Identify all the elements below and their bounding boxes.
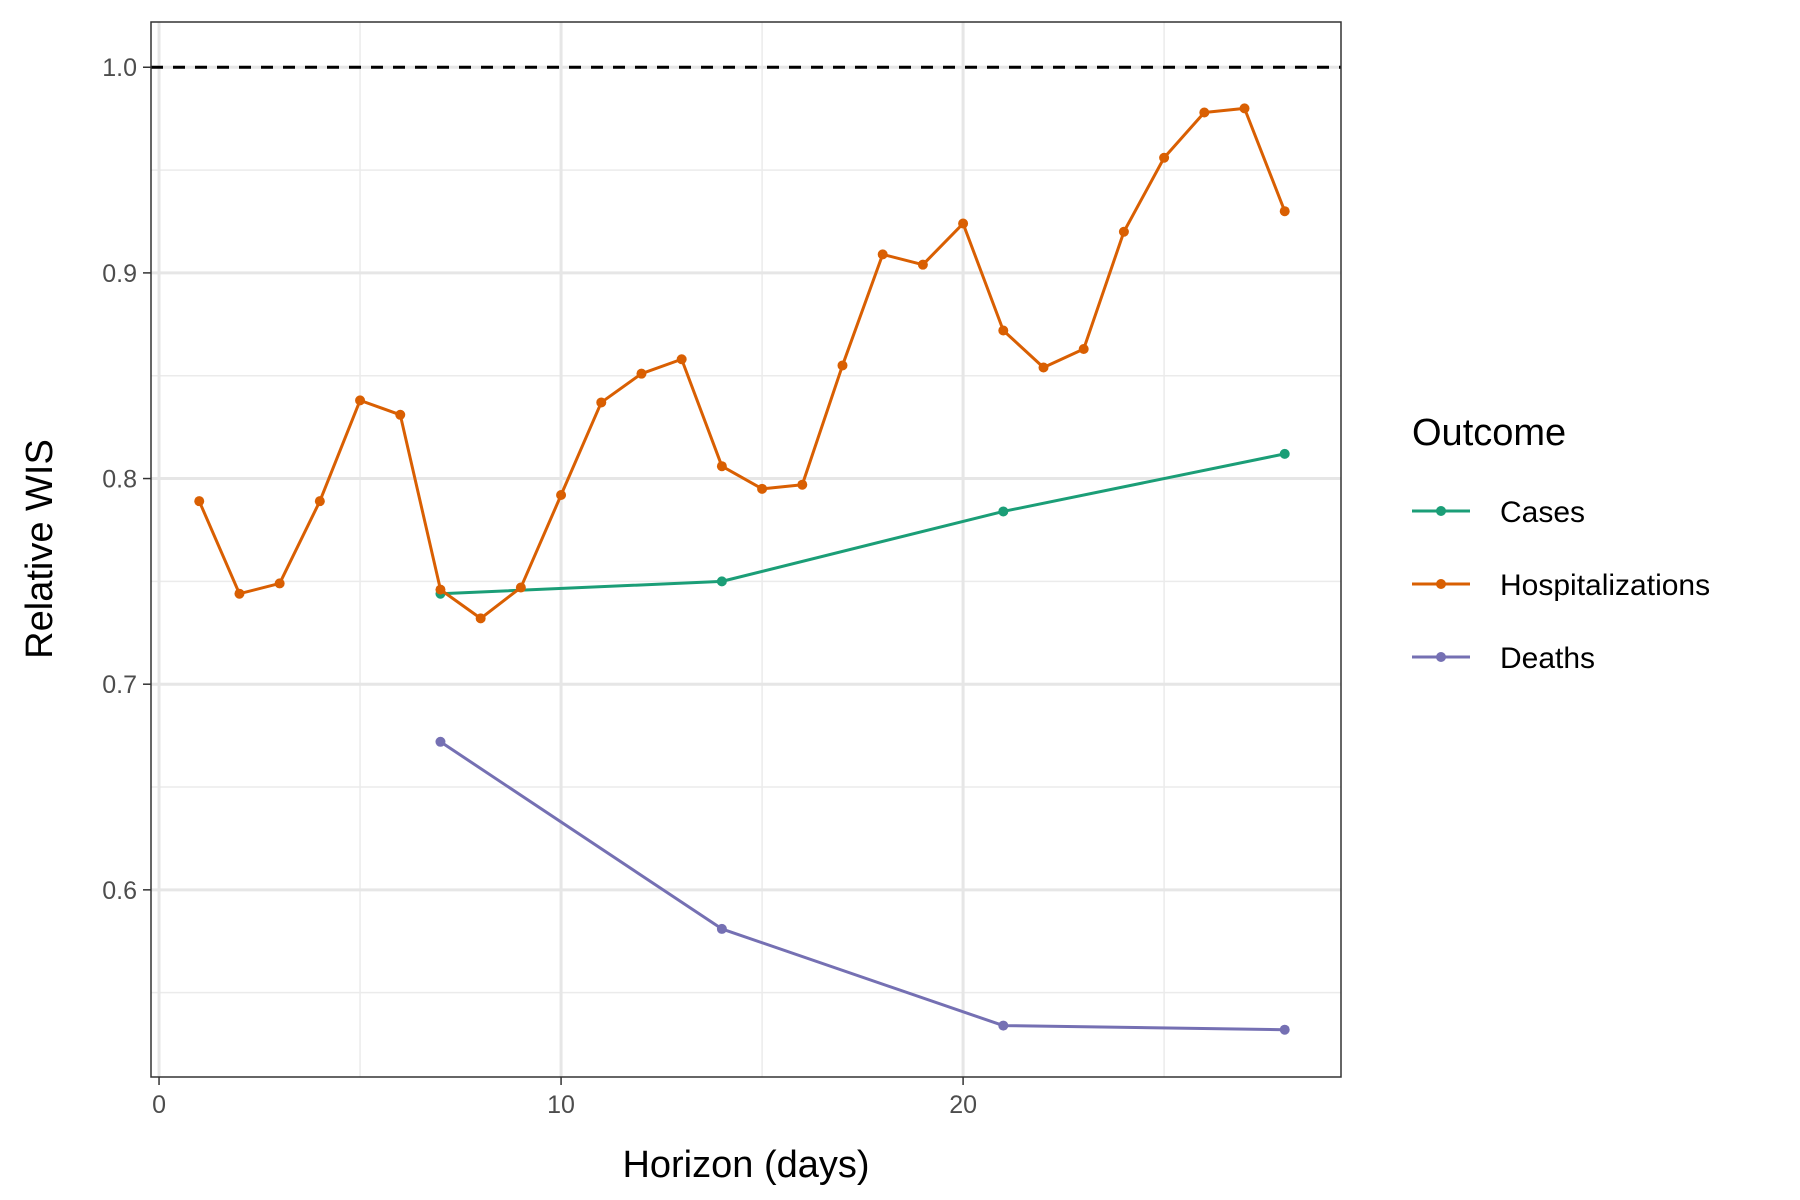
data-point-hospitalizations	[837, 360, 848, 371]
data-point-hospitalizations	[1159, 152, 1170, 163]
series-hospitalizations	[194, 103, 1290, 624]
data-point-hospitalizations	[1118, 226, 1129, 237]
data-point-hospitalizations	[194, 496, 205, 507]
data-point-hospitalizations	[274, 578, 285, 589]
data-point-hospitalizations	[1279, 206, 1290, 217]
legend-key-point	[1436, 506, 1446, 516]
data-point-deaths	[435, 736, 446, 747]
data-point-hospitalizations	[757, 483, 768, 494]
series-line-cases	[440, 452, 1286, 596]
legend-key-point	[1436, 652, 1446, 662]
y-tick-label: 0.9	[102, 260, 137, 288]
x-tick-label: 10	[547, 1091, 575, 1119]
data-point-cases	[1279, 448, 1290, 459]
y-tick-label: 0.7	[102, 671, 137, 699]
legend-label: Cases	[1500, 496, 1585, 529]
data-point-hospitalizations	[716, 461, 727, 472]
x-axis-title: Horizon (days)	[622, 1144, 869, 1186]
data-point-hospitalizations	[395, 409, 406, 420]
data-point-deaths	[998, 1020, 1009, 1031]
data-point-cases	[716, 576, 727, 587]
series-deaths	[435, 736, 1290, 1035]
series-line-hospitalizations	[197, 106, 1287, 620]
legend-title: Outcome	[1412, 412, 1566, 454]
data-point-hospitalizations	[234, 588, 245, 599]
x-tick-label: 20	[949, 1091, 977, 1119]
y-axis-ticks: 0.6 0.7 0.8 0.9 1.0	[102, 54, 151, 905]
x-axis-ticks: 0 10 20	[152, 1077, 977, 1119]
legend-item-cases: Cases	[1412, 496, 1585, 529]
x-tick-label: 0	[152, 1091, 166, 1119]
legend-label: Deaths	[1500, 642, 1595, 675]
data-point-hospitalizations	[475, 613, 486, 624]
y-tick-label: 0.6	[102, 877, 137, 905]
legend-item-hospitalizations: Hospitalizations	[1412, 569, 1710, 602]
data-point-hospitalizations	[797, 479, 808, 490]
data-point-hospitalizations	[1038, 362, 1049, 373]
data-point-hospitalizations	[596, 397, 607, 408]
data-point-hospitalizations	[676, 354, 687, 365]
y-tick-label: 1.0	[102, 54, 137, 82]
data-point-deaths	[1279, 1024, 1290, 1035]
series-line-deaths	[439, 740, 1285, 1032]
data-point-hospitalizations	[515, 582, 526, 593]
plot-panel	[151, 22, 1341, 1077]
data-point-hospitalizations	[1078, 343, 1089, 354]
y-axis-title: Relative WIS	[19, 439, 61, 659]
data-point-hospitalizations	[877, 249, 888, 260]
y-tick-label: 0.8	[102, 466, 137, 494]
data-point-hospitalizations	[1239, 103, 1250, 114]
data-point-hospitalizations	[556, 490, 567, 501]
data-point-deaths	[716, 923, 727, 934]
plot-border	[150, 21, 1342, 1078]
legend: Outcome Cases Hospitalizations Deaths	[1412, 412, 1710, 675]
data-point-hospitalizations	[917, 259, 928, 270]
data-point-hospitalizations	[636, 368, 647, 379]
data-point-hospitalizations	[435, 584, 446, 595]
data-point-hospitalizations	[1199, 107, 1210, 118]
legend-item-deaths: Deaths	[1412, 642, 1595, 675]
data-point-hospitalizations	[314, 496, 325, 507]
data-point-hospitalizations	[998, 325, 1009, 336]
series-layer	[194, 103, 1290, 1035]
legend-label: Hospitalizations	[1500, 569, 1710, 602]
data-point-hospitalizations	[355, 395, 366, 406]
minor-gridlines	[151, 22, 1341, 1077]
legend-key-point	[1436, 579, 1446, 589]
data-point-hospitalizations	[958, 218, 969, 229]
data-point-cases	[998, 506, 1009, 517]
